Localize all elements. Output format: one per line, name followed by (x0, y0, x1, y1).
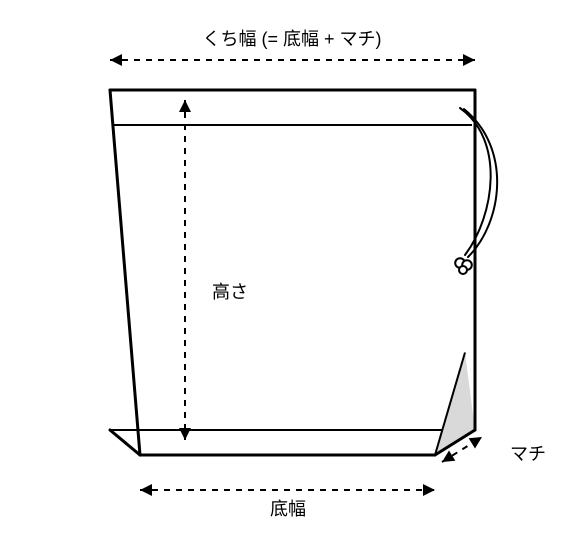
label-top-width: くち幅 (= 底幅 + マチ) (202, 29, 381, 49)
label-gusset: マチ (510, 444, 546, 464)
drawstring-knot-c (459, 266, 467, 274)
label-bottom-width: 底幅 (270, 499, 306, 519)
label-height: 高さ (212, 282, 248, 302)
